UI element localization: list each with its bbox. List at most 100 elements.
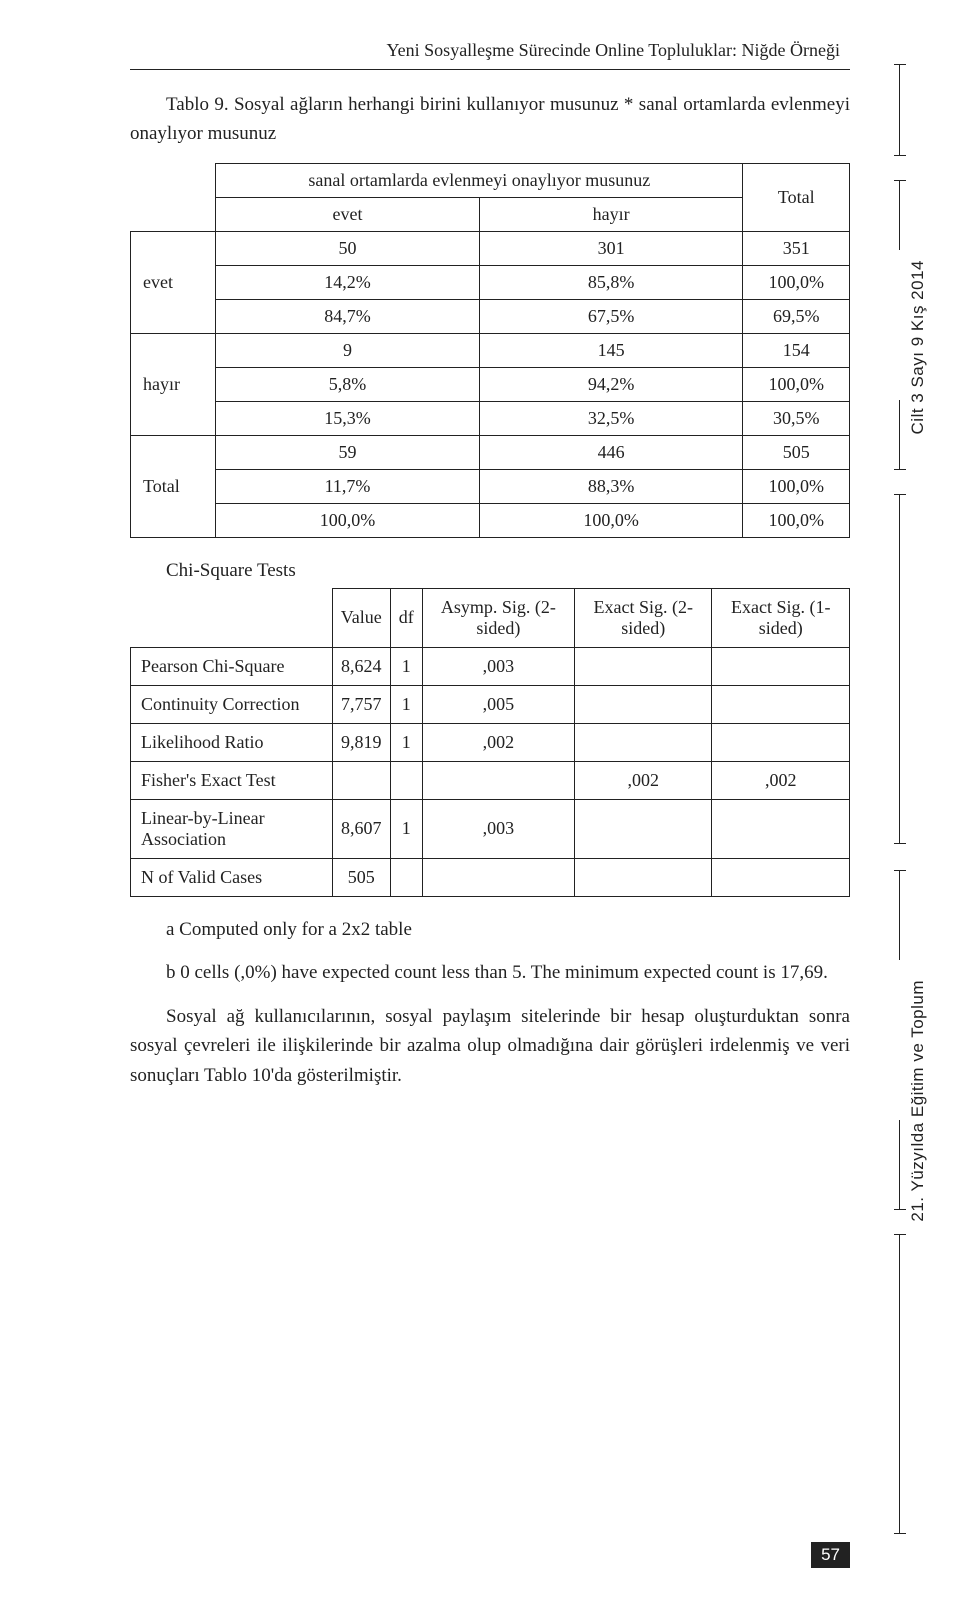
cell: 94,2% [479,367,743,401]
cell [575,685,712,723]
cell: ,002 [575,761,712,799]
side-tick [894,64,906,65]
cell: 32,5% [479,401,743,435]
footnote-b: b 0 cells (,0%) have expected count less… [130,958,850,987]
cell: 145 [479,333,743,367]
crosstab-table: sanal ortamlarda evlenmeyi onaylıyor mus… [130,163,850,538]
side-text-volume: Cilt 3 Sayı 9 Kış 2014 [908,260,928,434]
cell: 50 [216,231,480,265]
row-label: Total [131,435,216,537]
col-header: evet [216,197,480,231]
cell: 9,819 [332,723,390,761]
side-tick [894,1209,906,1210]
footnote-a: a Computed only for a 2x2 table [130,915,850,944]
cell: 100,0% [743,469,850,503]
chi-square-table: Value df Asymp. Sig. (2-sided) Exact Sig… [130,588,850,897]
side-text-journal: 21. Yüzyılda Eğitim ve Toplum [908,980,928,1222]
cell: 505 [332,858,390,896]
chi-square-heading: Chi-Square Tests [130,560,850,582]
cell: 1 [390,647,422,685]
cell: ,005 [422,685,574,723]
side-tick [894,843,906,844]
cell [332,761,390,799]
side-rule [899,180,900,250]
row-label: hayır [131,333,216,435]
table-row: Value df Asymp. Sig. (2-sided) Exact Sig… [131,588,850,647]
cell: 154 [743,333,850,367]
cell [390,858,422,896]
cell: 1 [390,723,422,761]
total-col-header: Total [743,163,850,231]
cell [422,858,574,896]
cs-col-header: Asymp. Sig. (2-sided) [422,588,574,647]
table-row: 84,7% 67,5% 69,5% [131,299,850,333]
table-row: Fisher's Exact Test ,002 ,002 [131,761,850,799]
side-tick [894,494,906,495]
cell: 88,3% [479,469,743,503]
table-row: 100,0% 100,0% 100,0% [131,503,850,537]
table-row: evet hayır [131,197,850,231]
table-row: Pearson Chi-Square 8,624 1 ,003 [131,647,850,685]
side-tick [894,180,906,181]
side-rule [899,1120,900,1210]
cs-col-header: df [390,588,422,647]
title-rule [130,69,850,70]
cell [712,799,850,858]
side-rule [899,870,900,960]
table-row: Continuity Correction 7,757 1 ,005 [131,685,850,723]
cell: 505 [743,435,850,469]
cell: 100,0% [216,503,480,537]
body-paragraph: Sosyal ağ kullanıcılarının, sosyal payla… [130,1002,850,1090]
side-rule [899,64,900,156]
table-caption: Tablo 9. Sosyal ağların herhangi birini … [130,90,850,149]
table-row: N of Valid Cases 505 [131,858,850,896]
cell: 1 [390,685,422,723]
cell [390,761,422,799]
cell: 5,8% [216,367,480,401]
side-rule [899,494,900,844]
cell [712,685,850,723]
cell: 84,7% [216,299,480,333]
cell: 351 [743,231,850,265]
cell: 100,0% [479,503,743,537]
cell: 59 [216,435,480,469]
cell: ,002 [712,761,850,799]
table-row: hayır 9 145 154 [131,333,850,367]
page-running-title: Yeni Sosyalleşme Sürecinde Online Toplul… [130,40,850,61]
cs-row-label: Continuity Correction [131,685,333,723]
cs-row-label: Fisher's Exact Test [131,761,333,799]
table-row: Likelihood Ratio 9,819 1 ,002 [131,723,850,761]
table-row: Total 59 446 505 [131,435,850,469]
cell [575,799,712,858]
cell [575,723,712,761]
table-row: Linear-by-Linear Association 8,607 1 ,00… [131,799,850,858]
cell: ,003 [422,799,574,858]
cell: 85,8% [479,265,743,299]
row-label: evet [131,231,216,333]
cell: 8,624 [332,647,390,685]
cell [712,723,850,761]
cell: 7,757 [332,685,390,723]
cell: 100,0% [743,503,850,537]
cell: ,002 [422,723,574,761]
cell: 14,2% [216,265,480,299]
cell: 301 [479,231,743,265]
side-rule [899,400,900,470]
cell [575,647,712,685]
side-tick [894,155,906,156]
cs-row-label: N of Valid Cases [131,858,333,896]
col-group-header: sanal ortamlarda evlenmeyi onaylıyor mus… [216,163,743,197]
cell: ,003 [422,647,574,685]
cell: 8,607 [332,799,390,858]
cell: 446 [479,435,743,469]
cell: 67,5% [479,299,743,333]
table-row: evet 50 301 351 [131,231,850,265]
cell: 100,0% [743,367,850,401]
cs-col-header: Value [332,588,390,647]
cs-col-header: Exact Sig. (1-sided) [712,588,850,647]
table-row: 15,3% 32,5% 30,5% [131,401,850,435]
cell [422,761,574,799]
page-number: 57 [811,1542,850,1568]
cell [712,858,850,896]
side-tick [894,469,906,470]
